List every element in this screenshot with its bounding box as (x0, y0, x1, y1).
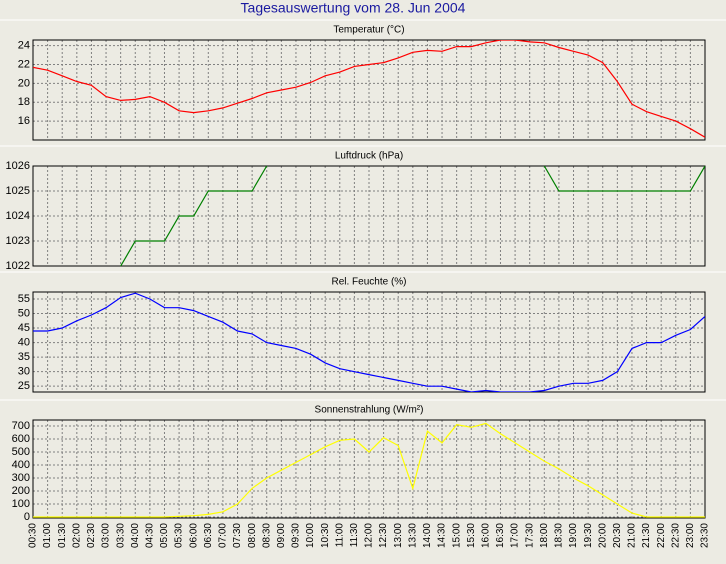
plot-frame (32, 165, 706, 267)
y-tick-label: 40 (18, 336, 30, 348)
y-tick-label: 0 (24, 511, 30, 523)
panel-title: Sonnenstrahlung (W/m²) (315, 405, 424, 416)
x-tick-label: 13:30 (407, 523, 418, 548)
x-tick-label: 15:30 (466, 523, 477, 548)
x-tick-label: 16:00 (481, 523, 492, 548)
x-tick-label: 20:30 (612, 523, 623, 548)
x-tick-label: 03:30 (115, 523, 126, 548)
y-tick-label: 50 (18, 307, 30, 319)
x-tick-label: 04:30 (145, 523, 156, 548)
x-tick-label: 11:00 (334, 523, 345, 548)
y-tick-label: 45 (18, 322, 30, 334)
x-tick-label: 12:00 (364, 523, 375, 548)
y-tick-label: 1025 (6, 185, 30, 197)
x-tick-label: 06:30 (203, 523, 214, 548)
x-tick-label: 04:00 (130, 523, 141, 548)
x-tick-label: 07:30 (232, 523, 243, 548)
data-line (120, 166, 705, 266)
x-tick-label: 10:00 (305, 523, 316, 548)
x-tick-label: 05:00 (159, 523, 170, 548)
x-tick-label: 07:00 (218, 523, 229, 548)
x-tick-label: 23:30 (700, 523, 711, 548)
x-tick-label: 12:30 (378, 523, 389, 548)
y-tick-label: 1023 (6, 235, 30, 247)
x-tick-label: 18:00 (539, 523, 550, 548)
x-tick-label: 17:00 (510, 523, 521, 548)
panel-title: Rel. Feuchte (%) (331, 277, 406, 288)
page-title: Tagesauswertung vom 28. Jun 2004 (241, 0, 466, 16)
y-tick-label: 18 (18, 96, 30, 108)
y-tick-label: 25 (18, 380, 30, 392)
y-tick-label: 400 (12, 459, 30, 471)
x-tick-label: 02:30 (86, 523, 97, 548)
x-tick-label: 16:30 (495, 523, 506, 548)
plot-frame (32, 419, 706, 519)
x-tick-label: 23:00 (685, 523, 696, 548)
y-tick-label: 500 (12, 446, 30, 458)
x-tick-label: 00:30 (28, 523, 39, 548)
y-tick-label: 22 (18, 58, 30, 70)
x-tick-label: 03:00 (101, 523, 112, 548)
x-tick-label: 18:30 (554, 523, 565, 548)
y-tick-label: 1024 (6, 210, 30, 222)
x-tick-label: 19:00 (568, 523, 579, 548)
y-tick-label: 16 (18, 115, 30, 127)
x-tick-label: 09:00 (276, 523, 287, 548)
y-tick-label: 600 (12, 433, 30, 445)
y-tick-label: 100 (12, 498, 30, 510)
x-tick-label: 06:00 (188, 523, 199, 548)
x-tick-label: 08:00 (247, 523, 258, 548)
y-tick-label: 300 (12, 472, 30, 484)
x-tick-label: 20:00 (597, 523, 608, 548)
x-tick-label: 22:30 (670, 523, 681, 548)
x-tick-label: 05:30 (174, 523, 185, 548)
y-tick-label: 35 (18, 351, 30, 363)
x-tick-label: 08:30 (261, 523, 272, 548)
panel-title: Temperatur (°C) (333, 25, 404, 36)
x-tick-label: 19:30 (583, 523, 594, 548)
y-tick-label: 20 (18, 77, 30, 89)
x-tick-label: 21:30 (641, 523, 652, 548)
x-tick-label: 14:30 (437, 523, 448, 548)
y-tick-label: 700 (12, 420, 30, 432)
data-line (33, 292, 705, 392)
y-tick-label: 1026 (6, 160, 30, 172)
x-tick-label: 17:30 (524, 523, 535, 548)
x-tick-label: 01:00 (42, 523, 53, 548)
x-tick-label: 15:00 (451, 523, 462, 548)
y-tick-label: 1022 (6, 260, 30, 272)
y-tick-label: 200 (12, 485, 30, 497)
x-tick-label: 10:30 (320, 523, 331, 548)
x-tick-label: 21:00 (627, 523, 638, 548)
y-tick-label: 55 (18, 293, 30, 305)
plot-frame (32, 291, 706, 393)
x-tick-label: 22:00 (656, 523, 667, 548)
data-line (33, 422, 705, 518)
y-tick-label: 30 (18, 366, 30, 378)
x-tick-label: 02:00 (71, 523, 82, 548)
plot-frame (32, 39, 706, 141)
x-tick-label: 13:00 (393, 523, 404, 548)
x-tick-label: 11:30 (349, 523, 360, 548)
panel-title: Luftdruck (hPa) (335, 151, 403, 162)
x-tick-label: 01:30 (57, 523, 68, 548)
x-tick-label: 14:00 (422, 523, 433, 548)
y-tick-label: 24 (18, 40, 30, 52)
data-line (33, 40, 705, 138)
x-tick-label: 09:30 (291, 523, 302, 548)
